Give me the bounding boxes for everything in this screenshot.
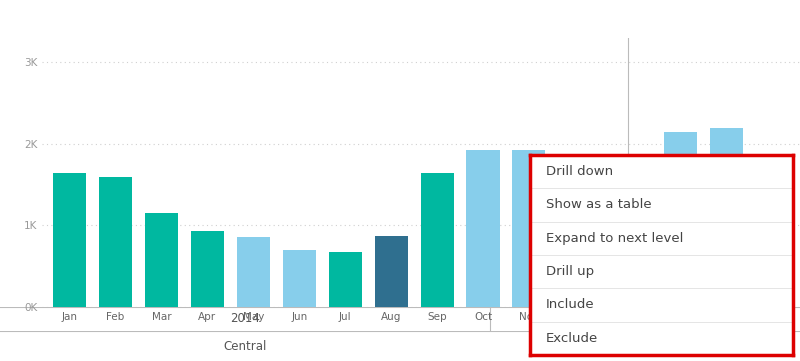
Bar — [99, 177, 132, 307]
Text: Show as a table: Show as a table — [546, 199, 651, 212]
Bar — [329, 252, 362, 307]
Text: 2014: 2014 — [230, 313, 260, 326]
Bar — [756, 155, 789, 307]
Bar — [664, 132, 697, 307]
Bar — [53, 173, 86, 307]
Bar — [710, 128, 743, 307]
Text: Expand to next level: Expand to next level — [546, 232, 683, 245]
Bar — [374, 236, 408, 307]
Bar — [145, 213, 178, 307]
Bar — [282, 250, 316, 307]
Text: Include: Include — [546, 299, 594, 312]
Text: Drill up: Drill up — [546, 265, 594, 278]
Text: Drill down: Drill down — [546, 165, 613, 178]
Text: Exclude: Exclude — [546, 332, 598, 345]
Bar — [237, 237, 270, 307]
Bar — [466, 150, 499, 307]
Text: Central: Central — [223, 339, 266, 352]
Bar — [558, 177, 591, 307]
Bar — [513, 151, 546, 307]
Bar — [421, 173, 454, 307]
Bar — [191, 231, 224, 307]
Text: Total Category Volume Over Time by Region: Total Category Volume Over Time by Regio… — [8, 12, 372, 27]
